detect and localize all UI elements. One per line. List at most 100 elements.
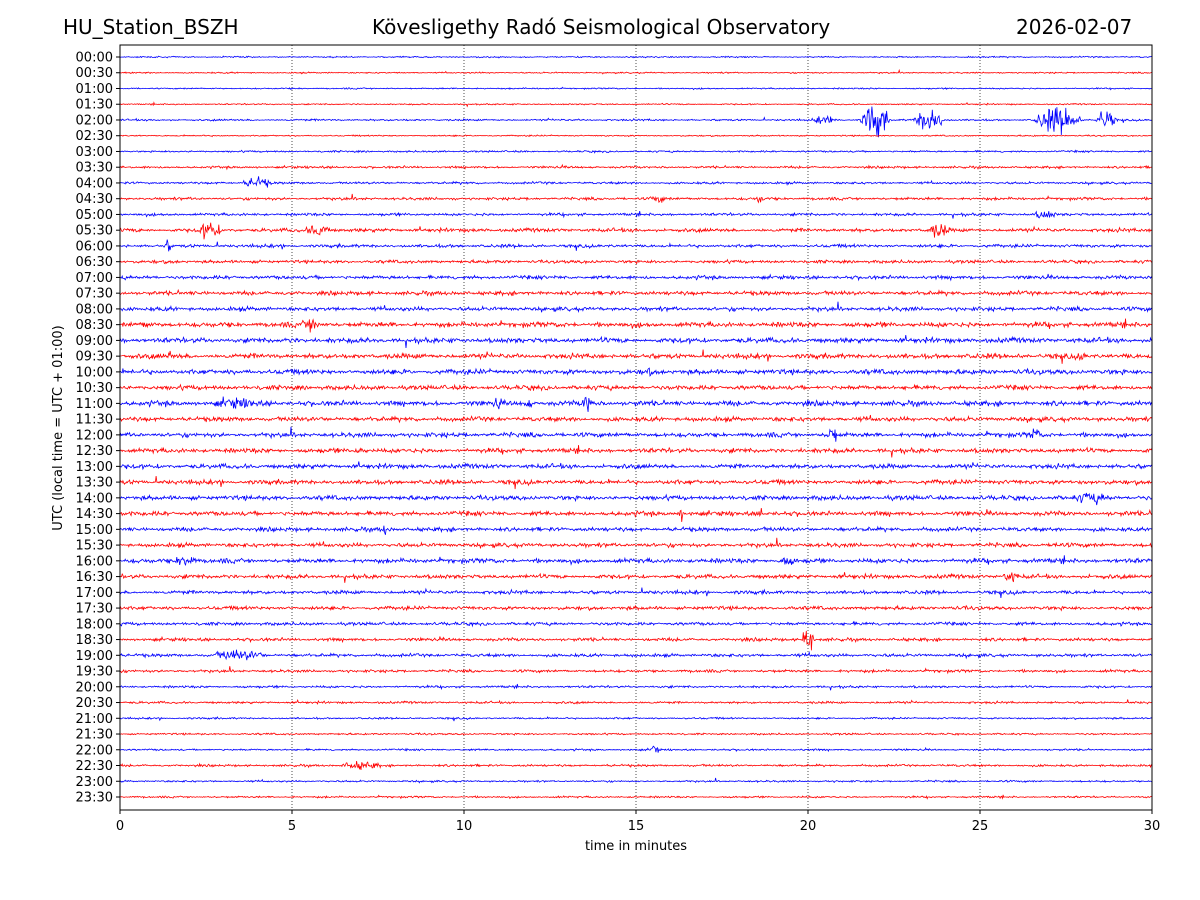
- y-tick-label: 14:30: [76, 507, 113, 522]
- y-tick-label: 07:30: [76, 287, 113, 302]
- y-tick-label: 04:30: [76, 192, 113, 207]
- y-tick-label: 13:00: [76, 460, 113, 475]
- seismic-trace-1630: [119, 572, 1153, 583]
- seismic-trace-0900: [119, 335, 1153, 349]
- x-tick-label: 15: [628, 819, 645, 834]
- x-tick-label: 20: [800, 819, 817, 834]
- x-axis-label: time in minutes: [585, 839, 687, 854]
- seismic-trace-1200: [119, 426, 1153, 442]
- seismic-trace-1030: [119, 383, 1153, 392]
- observatory-title: Kövesligethy Radó Seismological Observat…: [372, 15, 831, 39]
- seismic-trace-0700: [119, 273, 1153, 282]
- y-tick-label: 09:00: [76, 334, 113, 349]
- y-tick-label: 16:00: [76, 554, 113, 569]
- seismic-trace-0500: [119, 210, 1153, 219]
- y-tick-label: 11:30: [76, 413, 113, 428]
- y-tick-label: 16:30: [76, 570, 113, 585]
- seismic-trace-0400: [119, 176, 1153, 188]
- seismic-trace-1930: [119, 666, 1152, 675]
- seismic-trace-0830: [119, 318, 1153, 333]
- y-tick-label: 23:30: [76, 791, 113, 806]
- y-tick-label: 13:30: [76, 476, 113, 491]
- seismic-trace-2000: [119, 683, 1153, 691]
- seismic-trace-0430: [119, 193, 1153, 204]
- x-tick-label: 10: [456, 819, 473, 834]
- y-tick-label: 15:00: [76, 523, 113, 538]
- y-tick-label: 21:30: [76, 728, 113, 743]
- y-tick-label: 12:00: [76, 428, 113, 443]
- seismic-trace-0600: [119, 239, 1153, 252]
- y-tick-label: 05:30: [76, 224, 113, 239]
- seismic-trace-1230: [119, 445, 1153, 458]
- seismic-trace-1300: [119, 461, 1153, 471]
- seismic-trace-0630: [119, 258, 1153, 265]
- seismic-trace-0530: [119, 222, 1153, 240]
- seismic-trace-1400: [119, 492, 1153, 506]
- seismic-trace-1330: [119, 476, 1153, 490]
- seismic-trace-0930: [119, 349, 1153, 364]
- x-tick-label: 0: [116, 819, 124, 834]
- y-tick-label: 22:30: [76, 759, 113, 774]
- seismic-trace-0030: [119, 68, 1153, 75]
- seismic-trace-2330: [119, 794, 1153, 800]
- seismic-trace-2100: [119, 716, 1153, 722]
- seismic-trace-0100: [119, 86, 1153, 91]
- y-tick-label: 20:00: [76, 680, 113, 695]
- y-tick-label: 11:00: [76, 397, 113, 412]
- y-tick-label: 01:30: [76, 98, 113, 113]
- y-axis-label: UTC (local time = UTC + 01:00): [51, 325, 66, 530]
- y-tick-label: 09:30: [76, 350, 113, 365]
- date-label: 2026-02-07: [1016, 15, 1133, 39]
- seismic-trace-0000: [120, 55, 1153, 59]
- y-tick-label: 14:00: [76, 491, 113, 506]
- x-tick-label: 30: [1144, 819, 1161, 834]
- seismic-trace-0330: [120, 163, 1153, 171]
- seismic-trace-0730: [119, 288, 1153, 297]
- seismic-trace-1600: [119, 555, 1153, 566]
- y-tick-label: 08:30: [76, 318, 113, 333]
- seismic-trace-2230: [119, 761, 1153, 770]
- y-tick-label: 07:00: [76, 271, 113, 286]
- y-tick-label: 06:00: [76, 239, 113, 254]
- seismic-trace-2300: [119, 777, 1153, 784]
- seismic-trace-1000: [119, 367, 1153, 377]
- y-tick-label: 20:30: [76, 696, 113, 711]
- y-tick-label: 06:30: [76, 255, 113, 270]
- y-tick-label: 00:00: [76, 51, 113, 66]
- y-tick-label: 03:00: [76, 145, 113, 160]
- y-tick-label: 15:30: [76, 539, 113, 554]
- y-tick-label: 02:30: [76, 129, 113, 144]
- seismic-trace-0200: [119, 106, 1153, 138]
- y-tick-label: 03:30: [76, 161, 113, 176]
- x-tick-label: 5: [288, 819, 296, 834]
- y-tick-label: 23:00: [76, 775, 113, 790]
- seismic-trace-0300: [119, 149, 1153, 154]
- y-tick-label: 18:30: [76, 633, 113, 648]
- seismic-trace-1800: [119, 620, 1153, 628]
- seismic-trace-1830: [119, 630, 1153, 651]
- seismic-trace-0230: [119, 134, 1152, 138]
- y-tick-label: 21:00: [76, 712, 113, 727]
- x-tick-label: 25: [972, 819, 989, 834]
- y-tick-label: 05:00: [76, 208, 113, 223]
- y-tick-label: 17:30: [76, 602, 113, 617]
- seismic-trace-2030: [119, 698, 1153, 705]
- y-tick-label: 17:00: [76, 586, 113, 601]
- y-tick-label: 08:00: [76, 302, 113, 317]
- seismic-trace-2130: [119, 732, 1153, 736]
- y-tick-label: 00:30: [76, 66, 113, 81]
- y-tick-label: 12:30: [76, 444, 113, 459]
- y-tick-label: 04:00: [76, 176, 113, 191]
- y-tick-label: 01:00: [76, 82, 113, 97]
- seismic-trace-0800: [119, 301, 1153, 314]
- seismic-trace-1700: [119, 587, 1153, 598]
- seismic-trace-1130: [119, 414, 1153, 424]
- seismic-trace-1900: [119, 649, 1152, 661]
- seismic-trace-1530: [119, 537, 1153, 550]
- y-tick-label: 02:00: [76, 113, 113, 128]
- y-tick-label: 19:30: [76, 665, 113, 680]
- seismic-trace-2200: [119, 745, 1153, 753]
- seismic-trace-0130: [119, 101, 1153, 108]
- seismic-trace-1500: [119, 525, 1153, 535]
